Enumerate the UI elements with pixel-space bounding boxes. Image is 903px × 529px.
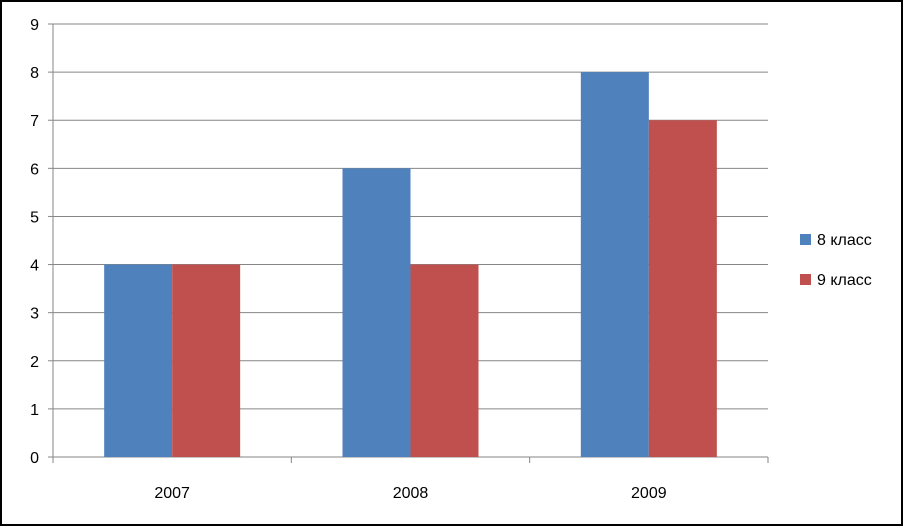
bar-2008-series-1 [342, 168, 411, 458]
y-tick-label: 3 [30, 306, 39, 323]
bar-2008-series-2 [410, 264, 479, 457]
y-tick-label: 5 [30, 209, 39, 226]
y-tick-label: 2 [30, 354, 39, 371]
y-tick-label: 4 [30, 258, 39, 275]
bar-2009-series-1 [580, 72, 649, 457]
x-tick-label: 2009 [631, 485, 667, 502]
y-tick-label: 1 [30, 402, 39, 419]
y-tick-label: 6 [30, 161, 39, 178]
bar-2007-series-2 [172, 264, 241, 457]
legend-swatch [800, 234, 811, 245]
y-tick-label: 9 [30, 17, 39, 34]
bar-2007-series-1 [104, 264, 173, 457]
y-tick-label: 0 [30, 450, 39, 467]
y-tick-label: 7 [30, 113, 39, 130]
legend-label: 9 класс [817, 272, 872, 289]
x-tick-label: 2008 [393, 485, 429, 502]
y-tick-label: 8 [30, 65, 39, 82]
bar-2009-series-2 [648, 120, 717, 457]
x-tick-label: 2007 [154, 485, 190, 502]
legend-label: 8 класс [817, 232, 872, 249]
legend-swatch [800, 274, 811, 285]
